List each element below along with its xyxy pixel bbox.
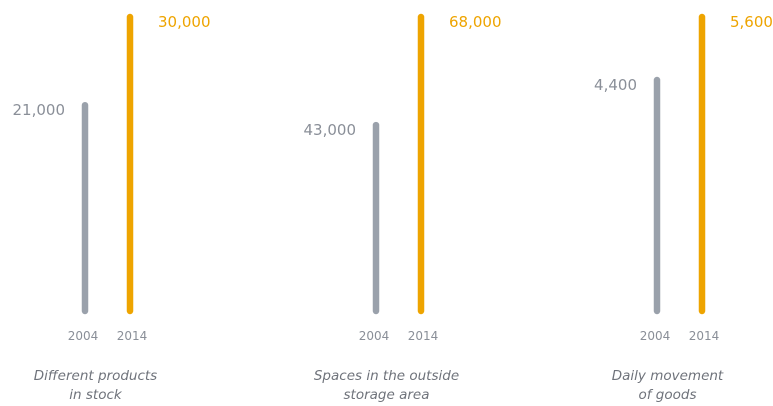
chart-caption: in stock — [69, 387, 123, 403]
value-label-2014: 68,000 — [449, 13, 502, 31]
chart-caption: of goods — [639, 387, 697, 403]
year-label: 2004 — [640, 329, 671, 343]
chart-caption: Different products — [34, 368, 157, 384]
chart-panel: 4,400 2004 5,600 2014 Daily movement of goods — [594, 13, 773, 403]
value-label-2004: 4,400 — [594, 76, 637, 94]
value-label-2004: 21,000 — [13, 101, 66, 119]
chart-caption: Spaces in the outside — [314, 368, 459, 384]
year-label: 2014 — [408, 329, 439, 343]
year-label: 2004 — [68, 329, 99, 343]
year-label: 2014 — [689, 329, 720, 343]
chart-panel: 43,000 2004 68,000 2014 Spaces in the outsid… — [304, 13, 502, 403]
chart-caption: storage area — [344, 387, 430, 403]
chart-panel: 21,000 2004 30,000 2014 Different products in… — [13, 13, 211, 403]
year-label: 2004 — [359, 329, 390, 343]
year-label: 2014 — [117, 329, 148, 343]
chart-caption: Daily movement — [612, 368, 724, 384]
value-label-2014: 30,000 — [158, 13, 211, 31]
value-label-2004: 43,000 — [304, 121, 357, 139]
value-label-2014: 5,600 — [730, 13, 773, 31]
